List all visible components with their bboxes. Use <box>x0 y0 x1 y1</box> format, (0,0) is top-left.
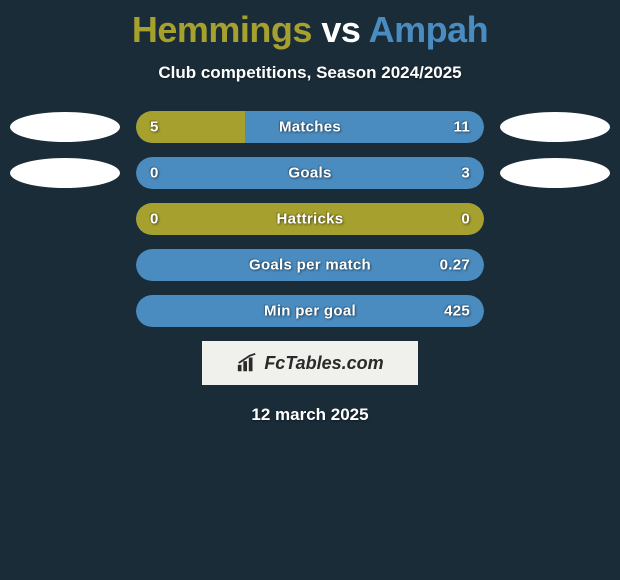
stat-label: Goals <box>288 165 331 182</box>
stat-right-value: 11 <box>454 119 470 136</box>
stat-rows: 5 Matches 11 0 Goals 3 0 Hattricks 0 Goals per ma… <box>0 111 620 327</box>
stat-bar: 5 Matches 11 <box>136 111 484 143</box>
stat-label: Hattricks <box>277 211 344 228</box>
stat-bar: 0 Goals 3 <box>136 157 484 189</box>
left-ellipse <box>10 158 120 188</box>
bars-icon <box>236 352 258 374</box>
vs-text: vs <box>321 9 360 50</box>
stat-bar: Min per goal 425 <box>136 295 484 327</box>
stat-right-value: 0.27 <box>440 257 470 274</box>
player1-name: Hemmings <box>132 9 312 50</box>
right-ellipse <box>500 112 610 142</box>
date-label: 12 march 2025 <box>0 405 620 425</box>
stat-left-value: 0 <box>150 165 159 182</box>
stat-row: 0 Hattricks 0 <box>0 203 620 235</box>
stat-label: Matches <box>279 119 341 136</box>
stat-row: 0 Goals 3 <box>0 157 620 189</box>
right-ellipse <box>500 158 610 188</box>
stat-bar: 0 Hattricks 0 <box>136 203 484 235</box>
watermark-text: FcTables.com <box>264 353 383 374</box>
subtitle: Club competitions, Season 2024/2025 <box>0 63 620 83</box>
page-title: Hemmings vs Ampah <box>0 2 620 53</box>
stat-row: 5 Matches 11 <box>0 111 620 143</box>
stat-left-value: 5 <box>150 119 159 136</box>
stat-row: Min per goal 425 <box>0 295 620 327</box>
stat-label: Min per goal <box>264 303 356 320</box>
stat-right-value: 425 <box>444 303 470 320</box>
stat-row: Goals per match 0.27 <box>0 249 620 281</box>
stat-bar: Goals per match 0.27 <box>136 249 484 281</box>
stat-label: Goals per match <box>249 257 371 274</box>
stat-right-value: 0 <box>461 211 470 228</box>
watermark: FcTables.com <box>202 341 418 385</box>
comparison-container: Hemmings vs Ampah Club competitions, Sea… <box>0 0 620 425</box>
left-ellipse <box>10 112 120 142</box>
stat-left-value: 0 <box>150 211 159 228</box>
player2-name: Ampah <box>369 9 489 50</box>
stat-right-value: 3 <box>461 165 470 182</box>
